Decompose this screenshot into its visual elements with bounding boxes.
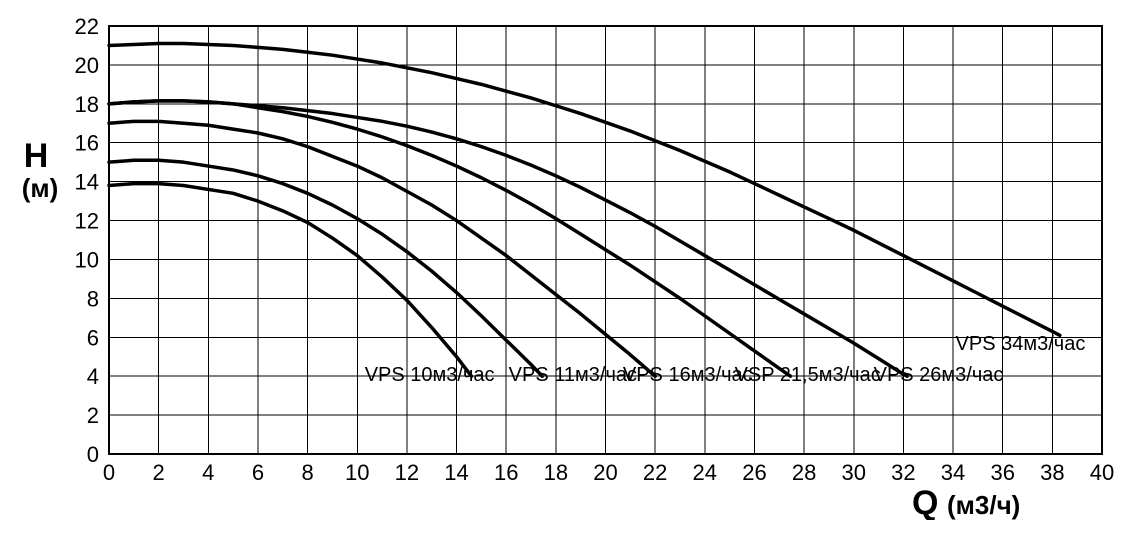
x-tick-label: 14 <box>444 460 468 485</box>
x-tick-label: 20 <box>593 460 617 485</box>
y-tick-label: 20 <box>75 53 99 78</box>
series-label-2: VPS 16м3/час <box>623 364 753 386</box>
x-tick-label: 4 <box>202 460 214 485</box>
x-tick-label: 22 <box>643 460 667 485</box>
chart-canvas: 0246810121416182022242628303234363840024… <box>14 14 1132 520</box>
x-tick-label: 30 <box>842 460 866 485</box>
y-axis-title: H <box>24 137 49 175</box>
x-tick-label: 18 <box>544 460 568 485</box>
y-tick-label: 14 <box>75 170 99 195</box>
y-tick-label: 18 <box>75 92 99 117</box>
x-tick-label: 32 <box>891 460 915 485</box>
y-tick-label: 10 <box>75 247 99 272</box>
x-tick-label: 40 <box>1090 460 1114 485</box>
x-axis-unit: (м3/ч) <box>947 490 1020 520</box>
x-tick-label: 34 <box>941 460 965 485</box>
y-tick-label: 8 <box>87 286 99 311</box>
y-tick-label: 4 <box>87 364 99 389</box>
y-tick-label: 22 <box>75 14 99 39</box>
x-tick-label: 10 <box>345 460 369 485</box>
y-tick-label: 12 <box>75 209 99 234</box>
y-tick-label: 6 <box>87 325 99 350</box>
series-label-5: VPS 34м3/час <box>956 333 1086 355</box>
x-tick-label: 38 <box>1040 460 1064 485</box>
series-label-4: VPS 26м3/час <box>874 364 1004 386</box>
x-tick-label: 16 <box>494 460 518 485</box>
x-tick-label: 2 <box>153 460 165 485</box>
y-tick-label: 0 <box>87 442 99 467</box>
y-axis-unit: (м) <box>22 173 59 203</box>
series-label-0: VPS 10м3/час <box>365 364 495 386</box>
x-tick-label: 36 <box>990 460 1014 485</box>
y-tick-label: 16 <box>75 131 99 156</box>
x-tick-label: 28 <box>792 460 816 485</box>
x-tick-label: 24 <box>693 460 717 485</box>
x-axis-title: Q <box>912 484 938 520</box>
x-tick-label: 12 <box>395 460 419 485</box>
x-tick-label: 8 <box>301 460 313 485</box>
series-label-3: VSP 21,5м3/час <box>735 364 881 386</box>
pump-curve-chart: 0246810121416182022242628303234363840024… <box>14 14 1132 520</box>
x-tick-label: 0 <box>103 460 115 485</box>
x-tick-label: 26 <box>742 460 766 485</box>
y-tick-label: 2 <box>87 403 99 428</box>
x-tick-label: 6 <box>252 460 264 485</box>
series-label-1: VPS 11м3/час <box>509 364 637 386</box>
